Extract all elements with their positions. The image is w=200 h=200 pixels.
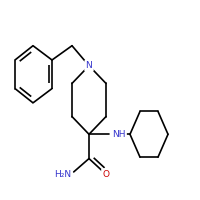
Text: H₂N: H₂N	[54, 170, 71, 179]
Text: O: O	[102, 170, 110, 179]
Text: NH: NH	[112, 130, 126, 139]
Text: N: N	[86, 61, 92, 70]
